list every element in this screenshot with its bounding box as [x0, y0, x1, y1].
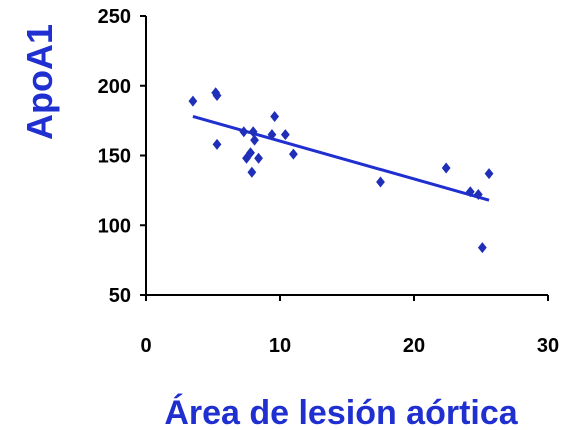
data-point: [270, 110, 280, 122]
data-point: [212, 138, 222, 150]
data-point: [254, 152, 263, 164]
y-tick-label: 250: [98, 6, 131, 28]
data-point: [280, 129, 290, 141]
x-tick-label: 20: [403, 335, 425, 357]
data-point: [267, 129, 277, 141]
trendline-group: [192, 114, 490, 202]
y-tick-label: 200: [98, 76, 131, 98]
data-point: [473, 189, 483, 201]
data-point: [239, 126, 249, 138]
trendline: [192, 114, 490, 202]
data-point: [188, 95, 198, 107]
data-point: [248, 126, 258, 138]
x-tick-label: 30: [537, 335, 559, 357]
data-point: [289, 148, 298, 160]
x-tick-label: 10: [269, 335, 291, 357]
data-point: [484, 168, 494, 180]
x-axis-ticks: 0 10 20 30: [140, 295, 559, 357]
data-point: [212, 90, 222, 102]
y-axis-ticks: 50 100 150 200 250: [98, 6, 146, 307]
data-point: [246, 147, 255, 159]
data-point: [477, 242, 487, 254]
y-tick-label: 150: [98, 146, 131, 168]
data-point: [376, 176, 385, 188]
y-axis-title: ApoA1: [19, 24, 60, 140]
data-point: [250, 134, 259, 146]
x-axis-title: Área de lesión aórtica: [164, 394, 518, 430]
data-point: [441, 162, 451, 174]
data-point: [247, 166, 257, 178]
data-point: [465, 186, 475, 198]
y-tick-label: 100: [98, 215, 131, 237]
data-points: [188, 87, 494, 254]
x-tick-label: 0: [140, 335, 151, 357]
y-tick-label: 50: [109, 285, 131, 307]
